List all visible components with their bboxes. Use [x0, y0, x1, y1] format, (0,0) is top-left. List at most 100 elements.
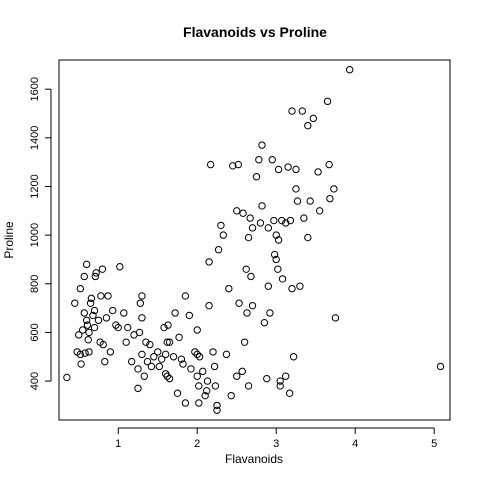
data-point [124, 323, 132, 332]
data-point [211, 382, 220, 390]
data-point [300, 214, 308, 222]
data-point [278, 275, 287, 283]
data-point [298, 107, 306, 115]
data-point [304, 233, 312, 242]
data-point [120, 309, 128, 317]
data-point [187, 365, 195, 373]
data-point [272, 255, 280, 264]
data-point [286, 216, 295, 225]
data-point [326, 194, 334, 203]
data-point [63, 373, 71, 382]
data-point [225, 284, 233, 293]
data-point [222, 350, 231, 359]
data-point [264, 282, 273, 290]
data-point [94, 316, 103, 324]
data-point [173, 389, 182, 397]
data-point [89, 311, 97, 320]
data-point [179, 360, 187, 368]
data-point [193, 326, 201, 334]
data-point [288, 284, 296, 293]
data-point [292, 165, 300, 174]
data-point [266, 309, 274, 317]
data-point [161, 350, 170, 359]
data-point [76, 350, 85, 359]
y-tick-label: 600 [29, 323, 41, 341]
data-point [284, 163, 292, 171]
data-point [436, 362, 445, 371]
data-point [276, 377, 284, 385]
data-point [80, 272, 88, 281]
data-point [146, 340, 154, 349]
data-point [109, 306, 117, 315]
y-tick-label: 1600 [29, 77, 41, 101]
data-point [282, 372, 290, 380]
data-point [240, 338, 249, 346]
data-point [205, 258, 213, 266]
data-point [213, 401, 221, 410]
data-point [199, 367, 207, 376]
data-point [138, 314, 146, 322]
data-point [234, 160, 243, 169]
data-point [114, 323, 122, 332]
data-point [90, 306, 99, 315]
data-point [140, 372, 149, 380]
data-point [185, 311, 194, 320]
data-point [134, 384, 142, 393]
data-point [104, 292, 112, 300]
y-tick-label: 800 [29, 275, 41, 293]
data-point [219, 231, 227, 239]
data-point [270, 216, 278, 225]
data-point [84, 336, 92, 344]
data-point [229, 162, 237, 170]
data-point [155, 362, 164, 371]
data-point [258, 202, 266, 210]
data-point [82, 316, 91, 324]
y-tick-label: 1200 [29, 174, 41, 198]
y-tick-label: 1000 [29, 223, 41, 247]
data-point [246, 214, 254, 222]
data-point [91, 272, 100, 281]
data-point [175, 333, 183, 341]
data-point [285, 389, 294, 397]
data-point [71, 299, 79, 307]
data-point [210, 362, 219, 371]
data-point [323, 97, 332, 106]
data-point [106, 348, 115, 356]
data-point [81, 349, 89, 357]
data-point [233, 207, 241, 215]
data-point [87, 294, 96, 303]
data-point [101, 357, 109, 366]
data-point [164, 321, 172, 329]
data-point [191, 348, 199, 356]
data-point [260, 319, 269, 327]
data-point [75, 331, 83, 339]
data-point [238, 367, 246, 376]
data-point [214, 246, 223, 254]
data-point [244, 233, 253, 242]
data-point [233, 372, 241, 380]
data-point [248, 301, 257, 310]
data-point [315, 207, 324, 215]
data-point [77, 360, 85, 368]
data-point [289, 353, 298, 361]
data-point [258, 141, 266, 149]
y-tick-label: 400 [29, 372, 41, 390]
data-point [264, 224, 273, 232]
data-point [86, 299, 95, 307]
data-point [203, 377, 212, 385]
data-point [83, 321, 92, 329]
data-point [205, 301, 213, 310]
data-point [127, 357, 136, 366]
data-point [274, 165, 283, 174]
data-point [213, 406, 221, 414]
data-point [160, 323, 168, 332]
data-point [157, 355, 166, 363]
data-point [227, 391, 235, 400]
data-point [171, 309, 179, 317]
data-point [116, 263, 124, 271]
data-point [122, 338, 130, 346]
data-point [78, 326, 87, 334]
data-point [82, 260, 91, 269]
data-point [181, 399, 190, 407]
data-point [288, 107, 296, 115]
